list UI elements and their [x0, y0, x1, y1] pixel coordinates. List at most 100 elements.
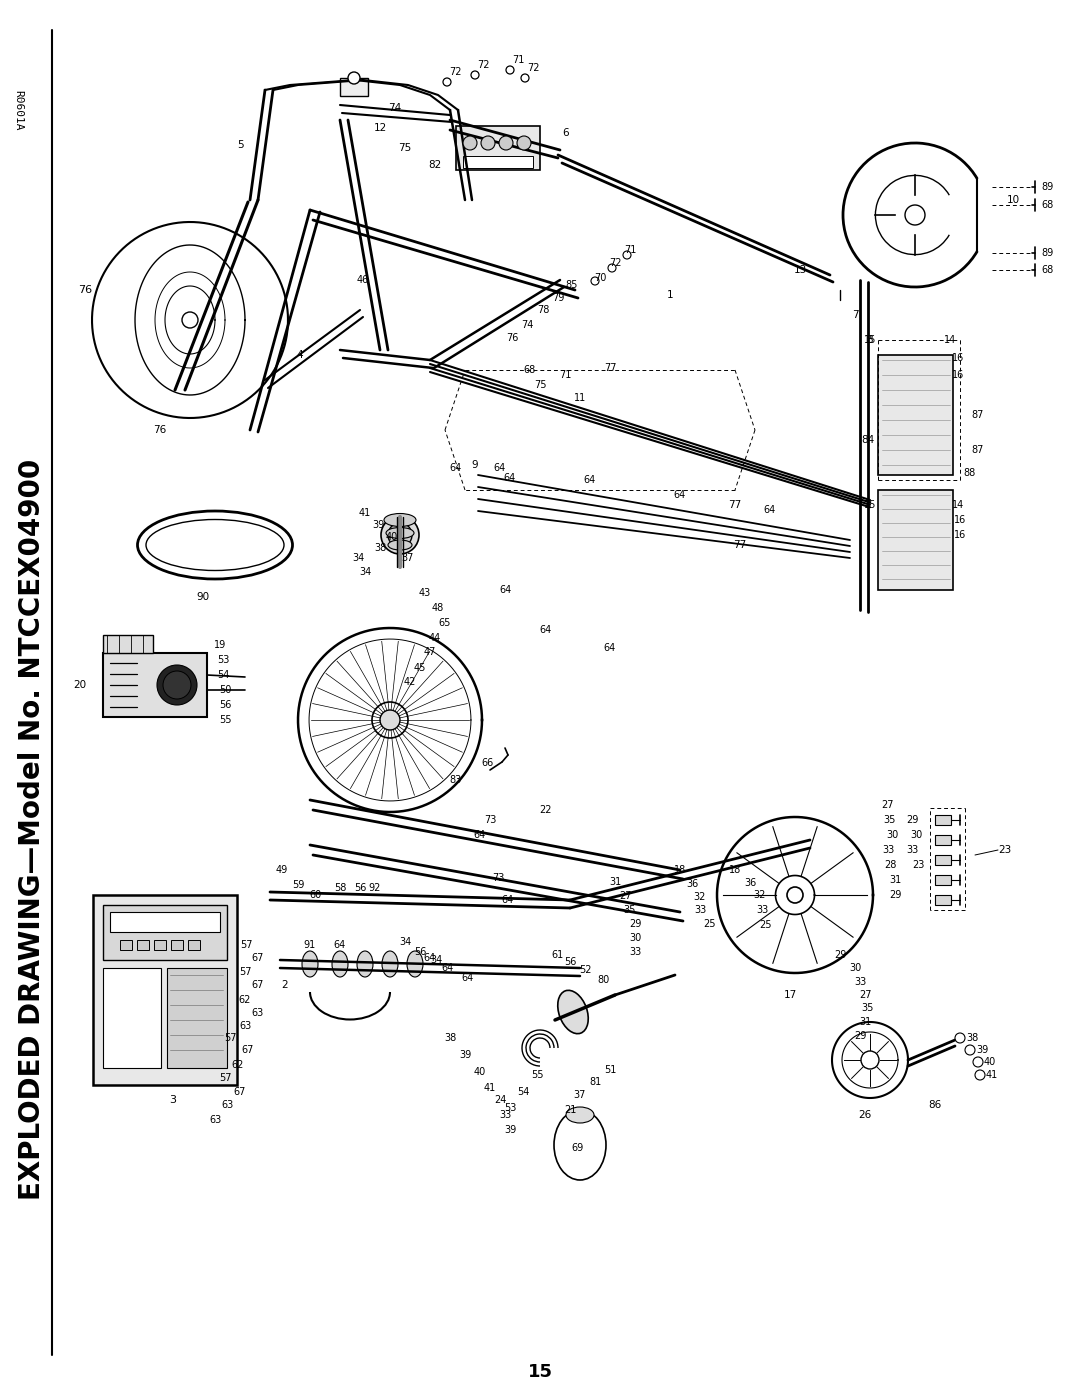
Bar — [120, 940, 132, 950]
Text: 3: 3 — [170, 1095, 176, 1105]
Circle shape — [521, 74, 529, 82]
Bar — [103, 636, 153, 652]
Text: 49: 49 — [275, 865, 288, 875]
Text: 57: 57 — [239, 967, 252, 977]
Text: 72: 72 — [527, 63, 539, 73]
Text: 33: 33 — [882, 845, 894, 855]
Text: 66: 66 — [482, 759, 495, 768]
Text: 87: 87 — [972, 409, 984, 420]
Ellipse shape — [302, 951, 318, 977]
Text: 28: 28 — [883, 861, 896, 870]
Text: 64: 64 — [674, 490, 686, 500]
Text: 20: 20 — [73, 680, 86, 690]
Circle shape — [966, 1045, 975, 1055]
Text: 34: 34 — [399, 937, 411, 947]
Text: 33: 33 — [629, 947, 642, 957]
Circle shape — [591, 277, 599, 285]
Text: 60: 60 — [309, 890, 321, 900]
Text: 54: 54 — [517, 1087, 529, 1097]
Circle shape — [955, 1032, 966, 1044]
Text: 38: 38 — [374, 543, 387, 553]
Bar — [171, 940, 183, 950]
Text: 73: 73 — [491, 873, 504, 883]
Bar — [463, 156, 534, 168]
Text: 44: 44 — [429, 633, 441, 643]
Text: 50: 50 — [219, 685, 231, 694]
Text: 15: 15 — [527, 1363, 553, 1382]
Bar — [935, 855, 951, 865]
Ellipse shape — [381, 515, 419, 555]
Circle shape — [507, 66, 514, 74]
Text: 29: 29 — [906, 814, 918, 826]
Bar — [878, 355, 953, 475]
Text: 83: 83 — [449, 775, 461, 785]
Text: 41: 41 — [359, 509, 372, 518]
Text: 19: 19 — [214, 640, 226, 650]
Text: 33: 33 — [693, 905, 706, 915]
Ellipse shape — [357, 951, 373, 977]
Text: 72: 72 — [476, 60, 489, 70]
Text: 17: 17 — [783, 990, 797, 1000]
Text: 64: 64 — [449, 462, 461, 474]
Text: 36: 36 — [744, 877, 756, 888]
Text: 1: 1 — [666, 291, 673, 300]
Text: 18: 18 — [729, 865, 741, 875]
Text: 63: 63 — [208, 1115, 221, 1125]
Text: 64: 64 — [539, 624, 551, 636]
Circle shape — [787, 887, 804, 902]
Text: 32: 32 — [693, 893, 706, 902]
Text: 64: 64 — [504, 474, 516, 483]
Text: 33: 33 — [756, 905, 768, 915]
Bar — [103, 905, 227, 960]
Text: 35: 35 — [883, 814, 896, 826]
Ellipse shape — [388, 541, 411, 550]
Text: 63: 63 — [239, 1021, 252, 1031]
Text: 25: 25 — [704, 919, 716, 929]
Text: 64: 64 — [604, 643, 616, 652]
Text: 23: 23 — [912, 861, 924, 870]
Circle shape — [471, 71, 480, 80]
Ellipse shape — [384, 514, 416, 527]
Circle shape — [380, 710, 400, 731]
Text: 68: 68 — [1041, 200, 1053, 210]
Text: 54: 54 — [217, 671, 229, 680]
Text: 34: 34 — [430, 956, 442, 965]
Text: 81: 81 — [589, 1077, 602, 1087]
Bar — [154, 940, 166, 950]
Bar — [103, 652, 207, 717]
Text: 55: 55 — [219, 715, 231, 725]
Text: 75: 75 — [399, 142, 411, 154]
Text: 62: 62 — [232, 1060, 244, 1070]
Text: 64: 64 — [334, 940, 346, 950]
Text: 24: 24 — [494, 1095, 507, 1105]
Text: 15: 15 — [864, 500, 876, 510]
Text: 64: 64 — [474, 830, 486, 840]
Ellipse shape — [388, 522, 411, 548]
Text: 67: 67 — [252, 981, 265, 990]
Text: 69: 69 — [572, 1143, 584, 1153]
Text: 57: 57 — [219, 1073, 231, 1083]
Text: 71: 71 — [624, 244, 636, 256]
Text: 76: 76 — [78, 285, 92, 295]
Text: 33: 33 — [499, 1111, 511, 1120]
Text: 27: 27 — [881, 800, 894, 810]
Circle shape — [348, 73, 360, 84]
Circle shape — [975, 1070, 985, 1080]
Text: 74: 74 — [521, 320, 534, 330]
Text: 10: 10 — [1007, 196, 1020, 205]
Ellipse shape — [146, 520, 284, 570]
Text: 42: 42 — [404, 678, 416, 687]
Text: 64: 64 — [764, 504, 777, 515]
Text: 29: 29 — [629, 919, 642, 929]
Text: 15: 15 — [864, 335, 876, 345]
Bar — [340, 78, 368, 96]
Text: 62: 62 — [239, 995, 252, 1004]
Text: 8: 8 — [866, 335, 874, 345]
Bar — [878, 490, 953, 590]
Text: 63: 63 — [252, 1009, 265, 1018]
Text: 32: 32 — [754, 890, 766, 900]
Text: 73: 73 — [484, 814, 496, 826]
Text: 37: 37 — [402, 553, 415, 563]
Text: 27: 27 — [619, 891, 631, 901]
Text: 67: 67 — [242, 1045, 254, 1055]
